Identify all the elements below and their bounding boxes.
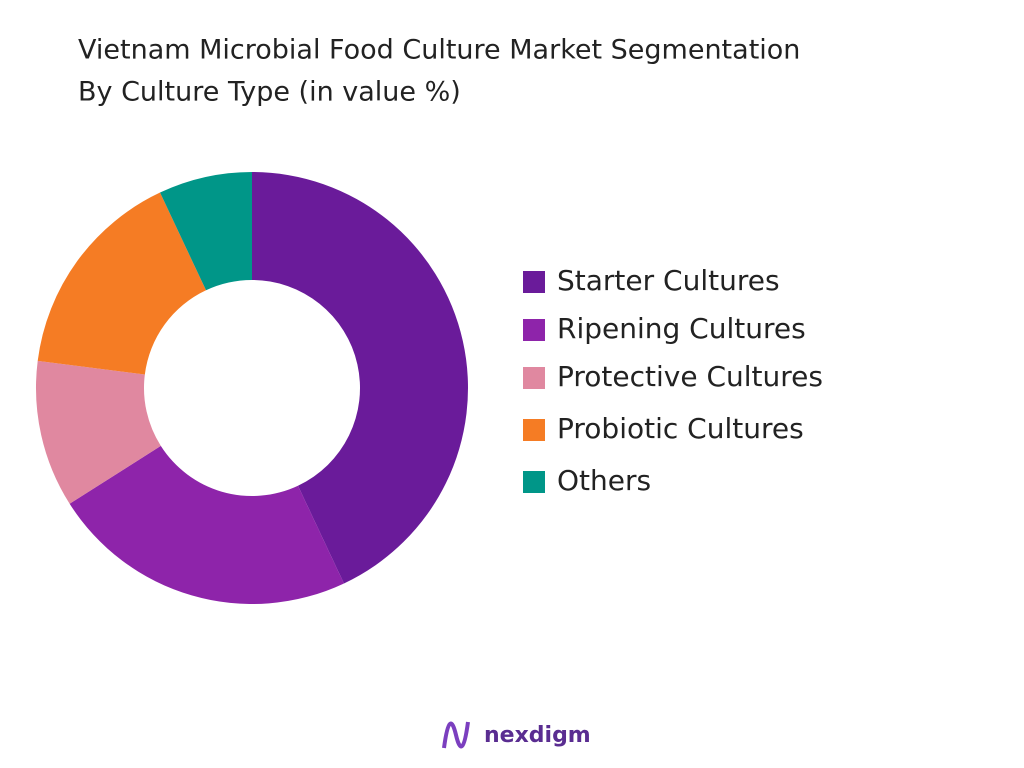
legend-swatch: [523, 419, 545, 441]
logo-icon: [442, 721, 470, 749]
chart-subtitle: By Culture Type (in value %): [78, 77, 461, 108]
legend-label: Protective Cultures: [557, 360, 823, 393]
donut-slice: [69, 445, 344, 604]
legend-label: Starter Cultures: [557, 264, 780, 297]
donut-slice: [37, 192, 207, 375]
legend-swatch: [523, 271, 545, 293]
donut-slice: [160, 172, 252, 291]
legend-swatch: [523, 471, 545, 493]
legend-label: Probiotic Cultures: [557, 412, 804, 445]
chart-title: Vietnam Microbial Food Culture Market Se…: [78, 35, 800, 66]
donut-slice: [35, 360, 161, 504]
donut-slice: [252, 172, 468, 584]
legend-label: Ripening Cultures: [557, 312, 806, 345]
brand-logo: nexdigm: [442, 721, 591, 749]
legend-swatch: [523, 319, 545, 341]
legend-swatch: [523, 367, 545, 389]
legend-label: Others: [557, 464, 651, 497]
brand-name: nexdigm: [484, 723, 591, 748]
